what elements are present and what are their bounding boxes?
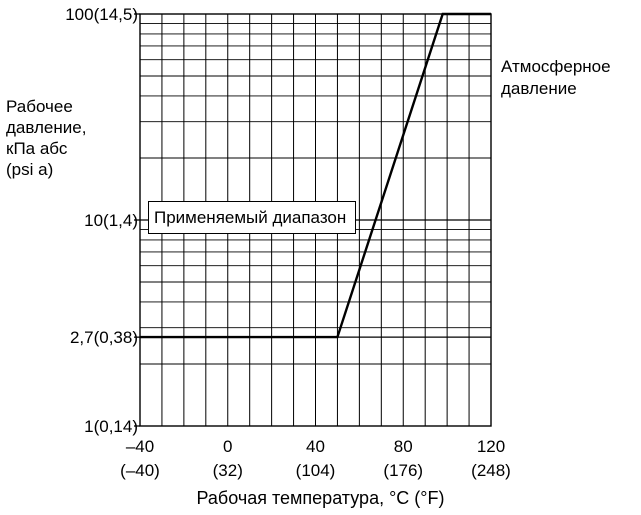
y-axis-label-line: Рабочее: [6, 97, 73, 116]
x-tick-label-f: (–40): [120, 461, 160, 480]
y-axis-label-line: кПа абс: [6, 139, 68, 158]
x-tick-label-c: 0: [223, 437, 232, 456]
x-tick-label-f: (104): [296, 461, 336, 480]
x-tick-label-c: 40: [306, 437, 325, 456]
series-group: [140, 12, 491, 339]
x-axis-label: Рабочая температура, °C (°F): [196, 488, 445, 508]
y-axis-label-line: давление,: [6, 118, 87, 137]
y-tick-labels: 1(0,14) 2,7(0,38) 10(1,4) 100(14,5): [65, 5, 138, 436]
series-line: [140, 12, 491, 339]
x-tick-label-c: 120: [477, 437, 505, 456]
y-axis-label: Рабочее давление, кПа абс (psi a): [6, 96, 86, 180]
annotation-line: Атмосферное: [501, 57, 611, 76]
y-tick-label: 10(1,4): [84, 211, 138, 230]
x-tick-labels: –40 (–40) 0 (32) 40 (104) 80 (176) 120 (248): [120, 437, 511, 480]
annotation-line: давление: [501, 79, 577, 98]
y-axis-label-line: (psi a): [6, 160, 54, 179]
x-tick-label-c: 80: [394, 437, 413, 456]
x-tick-label-f: (176): [383, 461, 423, 480]
x-tick-label-f: (32): [213, 461, 243, 480]
x-tick-label-f: (248): [471, 461, 511, 480]
y-tick-label: 2,7(0,38): [70, 328, 138, 347]
y-tick-label: 100(14,5): [65, 5, 138, 24]
applicable-range-label: Применяемый диапазон: [148, 201, 356, 234]
atmospheric-pressure-annotation: Атмосферное давление: [501, 56, 611, 100]
y-tick-label: 1(0,14): [84, 417, 138, 436]
x-tick-label-c: –40: [126, 437, 154, 456]
